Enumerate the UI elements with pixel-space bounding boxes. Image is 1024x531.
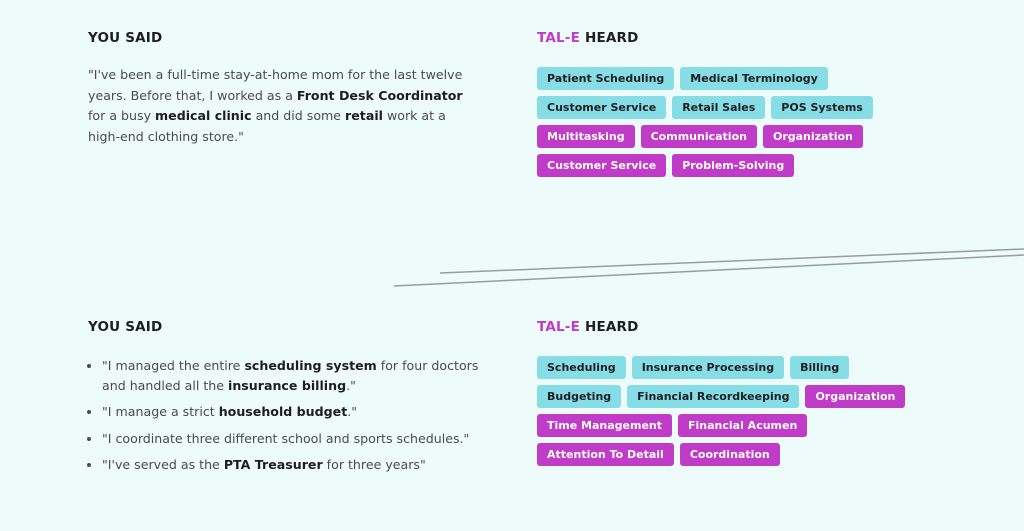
heard-label: HEARD: [580, 30, 639, 46]
soft-skill-tag: Organization: [805, 385, 906, 408]
heard-label: HEARD: [580, 319, 639, 335]
highlighted-phrase: insurance billing: [228, 377, 347, 393]
quote-text: .": [347, 404, 358, 419]
user-quote-list: "I managed the entire scheduling system …: [88, 356, 502, 482]
hard-skill-tag: Billing: [790, 356, 850, 379]
quote-text: and did some: [251, 108, 346, 123]
you-said-heading: YOU SAID: [88, 30, 163, 46]
soft-skill-tag: Organization: [762, 125, 863, 148]
quote-text: for four doctors and handled all the: [102, 358, 479, 393]
tal-e-brand: TAL-E: [537, 30, 581, 46]
tal-e-heard-heading: TAL-E HEARD: [537, 319, 639, 335]
soft-skill-tag: Communication: [640, 125, 757, 148]
hard-skill-tag: Scheduling: [537, 356, 626, 379]
skill-tags: Scheduling Insurance Processing Billing Bud…: [537, 356, 937, 466]
hard-skill-tag: POS Systems: [771, 96, 873, 119]
hard-skill-tag: Financial Recordkeeping: [627, 385, 800, 408]
quote-text: for three years": [322, 457, 426, 472]
hard-skill-tag: Patient Scheduling: [537, 67, 675, 90]
tal-e-heard-heading: TAL-E HEARD: [537, 30, 639, 46]
tal-e-brand: TAL-E: [537, 319, 581, 335]
highlighted-phrase: scheduling system: [244, 358, 377, 373]
soft-skill-tag: Coordination: [679, 443, 780, 466]
quote-text: "I've been a full-time stay-at-home mom …: [88, 67, 463, 103]
quote-text: "I coordinate three different school and…: [102, 430, 470, 446]
hard-skill-tag: Retail Sales: [672, 96, 766, 119]
soft-skill-tag: Problem-Solving: [672, 154, 795, 177]
quote-bullet: "I managed the entire scheduling system …: [102, 356, 502, 395]
quote-text: for a busy: [88, 108, 156, 123]
highlighted-phrase: retail: [345, 108, 383, 123]
quote-bullet: "I manage a strict household budget.": [102, 402, 502, 422]
hard-skill-tag: Medical Terminology: [680, 67, 828, 90]
highlighted-phrase: Front Desk Coordinator: [296, 87, 463, 103]
hard-skill-tag: Insurance Processing: [631, 356, 785, 379]
user-quote: "I've been a full-time stay-at-home mom …: [88, 65, 478, 147]
quote-text: "I've served as the: [102, 457, 224, 472]
highlighted-phrase: household budget: [218, 404, 348, 419]
skill-tags: Patient Scheduling Medical Terminology Cus…: [537, 67, 937, 177]
quote-text: work at a high-end clothing store.": [88, 108, 446, 144]
divider-line: [393, 254, 1024, 287]
hard-skill-tag: Budgeting: [537, 385, 622, 408]
hard-skill-tag: Customer Service: [537, 96, 667, 119]
divider-line: [439, 248, 1024, 274]
soft-skill-tag: Financial Acumen: [678, 414, 808, 437]
soft-skill-tag: Attention To Detail: [537, 443, 674, 466]
quote-bullet: "I've served as the PTA Treasurer for th…: [102, 455, 502, 475]
quote-bullet: "I coordinate three different school and…: [102, 429, 502, 449]
quote-text: "I managed the entire: [102, 358, 245, 373]
highlighted-phrase: PTA Treasurer: [223, 457, 323, 472]
you-said-heading: YOU SAID: [88, 319, 163, 335]
soft-skill-tag: Time Management: [537, 414, 672, 437]
soft-skill-tag: Multitasking: [537, 125, 635, 148]
quote-text: .": [346, 377, 356, 393]
soft-skill-tag: Customer Service: [537, 154, 667, 177]
quote-text: "I manage a strict: [102, 404, 219, 419]
highlighted-phrase: medical clinic: [155, 108, 252, 123]
